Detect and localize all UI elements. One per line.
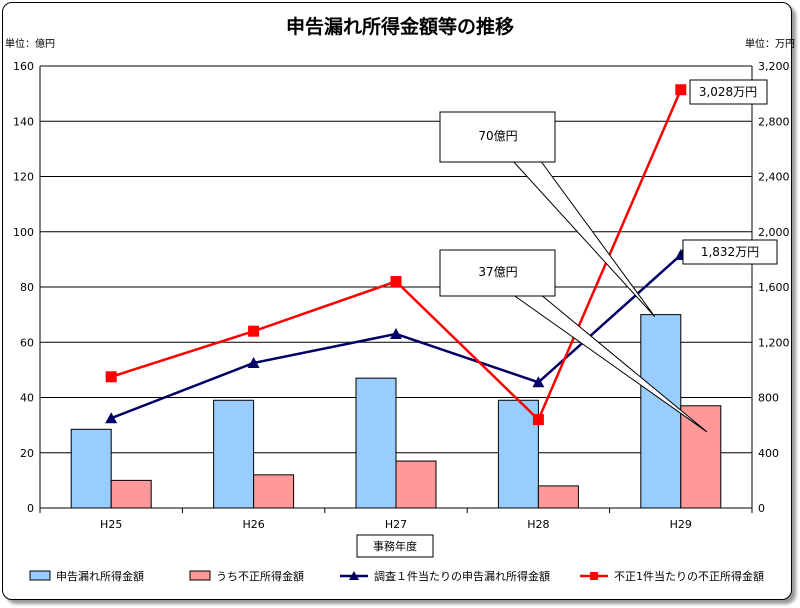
square-marker (532, 414, 544, 426)
x-tick-label: H25 (100, 518, 122, 531)
callouts: 70億円 37億円 1,832万円 3,028万円 (439, 79, 778, 433)
x-tick-label: H27 (385, 518, 407, 531)
y-left-tick-label: 100 (13, 226, 34, 239)
callout-box (689, 79, 768, 105)
legend-square-marker (590, 572, 598, 580)
square-marker (675, 84, 687, 96)
y-right-tick-label: 1,200 (758, 336, 790, 349)
bar (680, 405, 722, 509)
left-axis-unit: 単位：億円 (5, 37, 55, 50)
callout-box (439, 249, 556, 297)
y-left-tick-label: 160 (13, 60, 34, 73)
bar (355, 377, 397, 509)
y-left-tick-label: 120 (13, 171, 34, 184)
chart-title: 申告漏れ所得金額等の推移 (286, 15, 514, 38)
triangle-marker (247, 356, 260, 368)
callout-label: 1,832万円 (701, 245, 759, 259)
triangle-marker (105, 412, 118, 424)
y-left-tick-label: 80 (20, 281, 34, 294)
y-right-tick-label: 2,400 (758, 171, 790, 184)
x-tick-label: H29 (670, 518, 692, 531)
y-left-tick-label: 60 (20, 336, 34, 349)
y-right-tick-label: 1,600 (758, 281, 790, 294)
axes: 0 20 40 60 80 100 120 140 160 0 400 800 1,200 1,600 2,… (13, 60, 790, 531)
bar (640, 314, 682, 509)
square-marker (390, 275, 402, 287)
bar (497, 399, 539, 509)
y-left-tick-label: 140 (13, 115, 34, 128)
callout-box (682, 239, 778, 265)
bar (70, 428, 112, 509)
legend-swatch (29, 570, 51, 581)
bar (395, 460, 437, 509)
y-right-tick-label: 3,200 (758, 60, 790, 73)
legend: 申告漏れ所得金額 うち不正所得金額 調査１件当たりの申告漏れ所得金額 不正1件当たりの… (29, 569, 764, 583)
square-marker (105, 371, 117, 383)
callout-label: 37億円 (478, 265, 517, 279)
bar (213, 399, 255, 509)
square-marker (248, 325, 260, 337)
y-right-tick-label: 2,800 (758, 115, 790, 128)
bar (537, 485, 579, 509)
series-line (110, 89, 682, 422)
right-axis-unit: 単位：万円 (745, 37, 795, 50)
y-left-tick-label: 20 (20, 447, 34, 460)
callout-label: 3,028万円 (699, 85, 757, 99)
x-tick-label: H26 (242, 518, 264, 531)
y-right-tick-label: 400 (758, 447, 779, 460)
bar (253, 474, 295, 509)
bars (70, 314, 722, 509)
bar (110, 479, 152, 509)
y-right-tick-label: 0 (758, 502, 765, 515)
x-tick-label: H28 (527, 518, 549, 531)
legend-label: 申告漏れ所得金額 (56, 569, 144, 583)
x-axis-title: 事務年度 (373, 539, 417, 553)
x-axis-title-box: 事務年度 (356, 534, 434, 558)
legend-swatch (189, 570, 211, 581)
y-right-tick-label: 800 (758, 392, 779, 405)
legend-label: 調査１件当たりの申告漏れ所得金額 (374, 569, 550, 583)
triangle-marker (390, 327, 402, 339)
legend-label: 不正1件当たりの不正所得金額 (614, 569, 764, 583)
callout-label: 70億円 (478, 129, 517, 143)
y-right-tick-label: 2,000 (758, 226, 790, 239)
triangle-marker (532, 376, 545, 388)
callout-box (439, 111, 556, 163)
y-left-tick-label: 40 (20, 392, 34, 405)
legend-label: うち不正所得金額 (216, 569, 304, 583)
y-left-tick-label: 0 (27, 502, 34, 515)
legend-triangle-marker (349, 571, 359, 580)
